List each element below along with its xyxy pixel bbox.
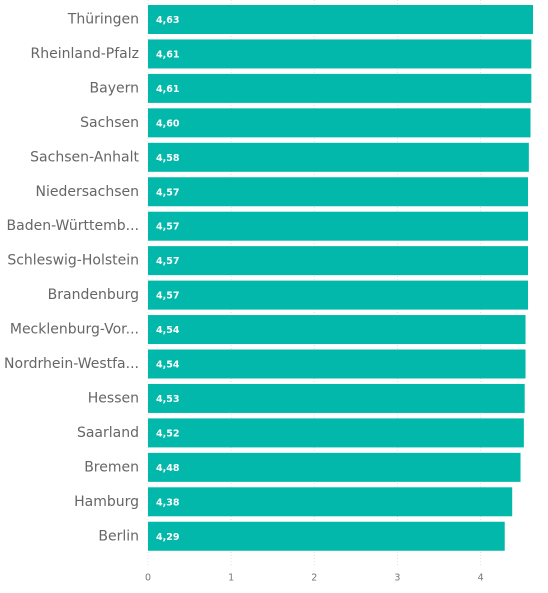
x-tick-label: 1: [228, 573, 234, 584]
category-label: Bremen: [84, 459, 139, 475]
category-label: Hessen: [88, 390, 139, 406]
x-tick-label: 0: [145, 573, 151, 584]
category-label: Schleswig-Holstein: [7, 253, 139, 269]
data-label: 4,54: [156, 325, 180, 336]
x-tick-label: 4: [478, 573, 484, 584]
data-label: 4,57: [156, 187, 179, 198]
data-label: 4,63: [156, 15, 179, 26]
bar[interactable]: [148, 39, 532, 69]
bar[interactable]: [148, 5, 533, 34]
data-label: 4,60: [156, 118, 180, 129]
bar[interactable]: [148, 349, 526, 379]
category-label: Thüringen: [67, 12, 139, 28]
bar[interactable]: [148, 177, 529, 207]
category-label: Sachsen: [80, 115, 139, 131]
category-label: Rheinland-Pfalz: [31, 46, 139, 62]
category-label: Brandenburg: [48, 287, 139, 303]
bar[interactable]: [148, 108, 531, 138]
bar[interactable]: [148, 142, 529, 172]
category-label: Nordrhein-Westfa...: [4, 356, 139, 372]
data-label: 4,58: [156, 153, 180, 164]
data-label: 4,57: [156, 256, 179, 267]
category-label: Baden-Württemb...: [7, 218, 139, 234]
category-label: Hamburg: [74, 494, 139, 510]
category-label: Mecklenburg-Vor...: [10, 322, 139, 338]
data-label: 4,61: [156, 84, 179, 95]
bar[interactable]: [148, 383, 525, 413]
data-label: 4,29: [156, 532, 179, 543]
bar[interactable]: [148, 211, 529, 241]
data-label: 4,57: [156, 222, 179, 233]
bar[interactable]: [148, 521, 505, 551]
bar[interactable]: [148, 418, 524, 448]
x-axis-tick-labels: 0 1 2 3 4: [145, 573, 484, 584]
data-label: 4,38: [156, 497, 180, 508]
data-label: 4,53: [156, 394, 179, 405]
bar[interactable]: [148, 315, 526, 345]
x-tick-label: 3: [394, 573, 400, 584]
data-label: 4,61: [156, 49, 179, 60]
data-labels: 4,63 4,61 4,61 4,60 4,58 4,57 4,57 4,57 4,57 4,54…: [156, 15, 180, 543]
category-label: Berlin: [98, 528, 139, 544]
bar[interactable]: [148, 487, 513, 517]
x-tick-label: 2: [311, 573, 317, 584]
bar[interactable]: [148, 73, 532, 103]
bar[interactable]: [148, 246, 529, 276]
category-label: Niedersachsen: [36, 184, 139, 200]
data-label: 4,48: [156, 463, 180, 474]
data-label: 4,54: [156, 360, 180, 371]
bar[interactable]: [148, 452, 521, 482]
bar[interactable]: [148, 280, 529, 310]
category-label: Bayern: [90, 80, 139, 96]
category-labels: Thüringen Rheinland-Pfalz Bayern Sachsen Sac…: [4, 12, 139, 545]
bars: [148, 5, 533, 551]
data-label: 4,57: [156, 291, 179, 302]
category-label: Saarland: [77, 425, 139, 441]
data-label: 4,52: [156, 428, 179, 439]
category-label: Sachsen-Anhalt: [30, 149, 139, 165]
